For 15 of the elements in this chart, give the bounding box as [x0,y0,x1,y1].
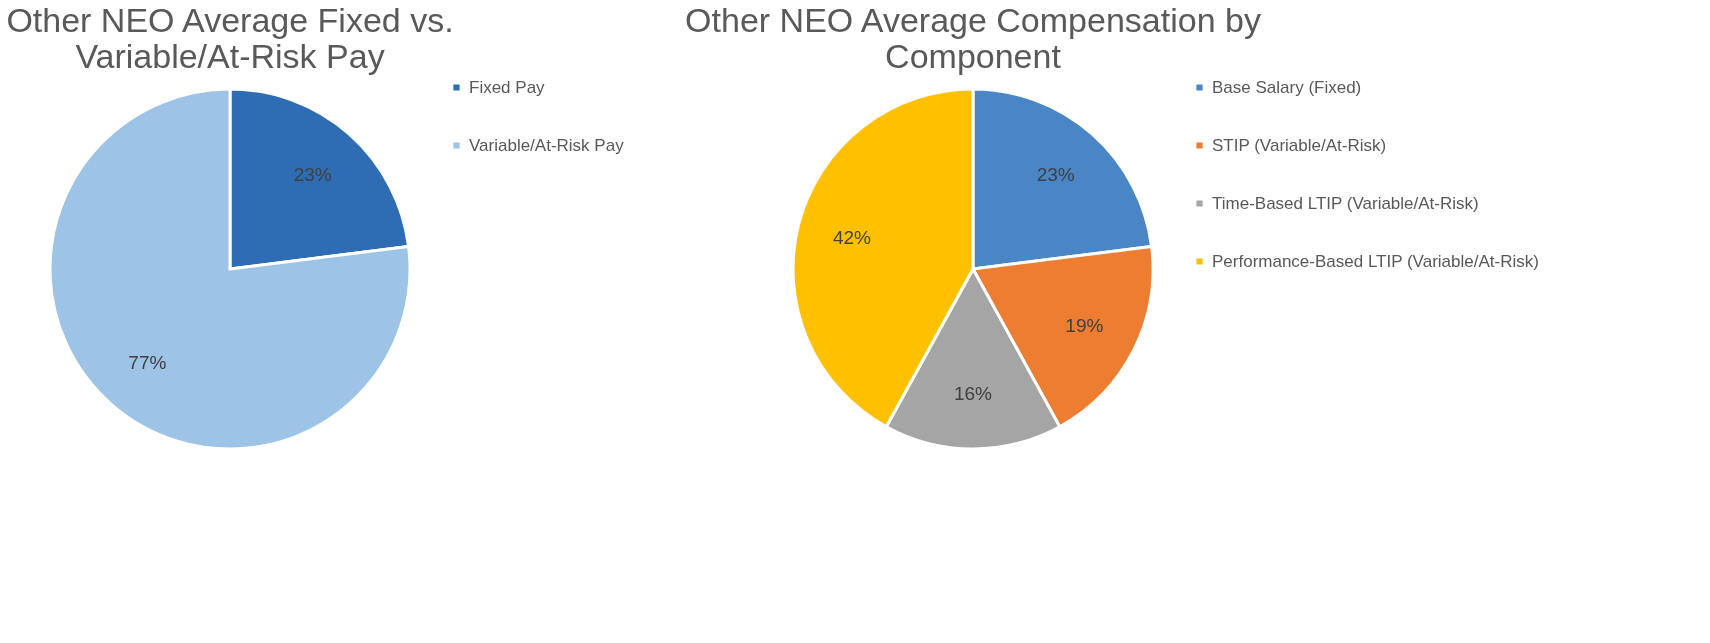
data-label: 19% [1065,314,1104,336]
pie-slice [48,87,412,451]
data-label: 77% [128,351,167,373]
legend-label: Base Salary (Fixed) [1212,77,1362,97]
legend-label: Variable/At-Risk Pay [469,135,625,155]
legend-label: Time-Based LTIP (Variable/At-Risk) [1212,193,1479,213]
data-label: 23% [293,164,332,186]
legend-label: STIP (Variable/At-Risk) [1212,135,1387,155]
chart-title: Other NEO Average Compensation by Component [685,1,1261,75]
legend-label: Fixed Pay [469,77,546,97]
data-label: 16% [953,383,993,404]
data-label: 42% [832,226,872,248]
chart-title: Other NEO Average Fixed vs. Variable/At-Risk Pay [6,1,454,75]
data-label: 23% [1036,164,1075,186]
legend-label: Performance-Based LTIP (Variable/At-Risk) [1212,251,1539,271]
